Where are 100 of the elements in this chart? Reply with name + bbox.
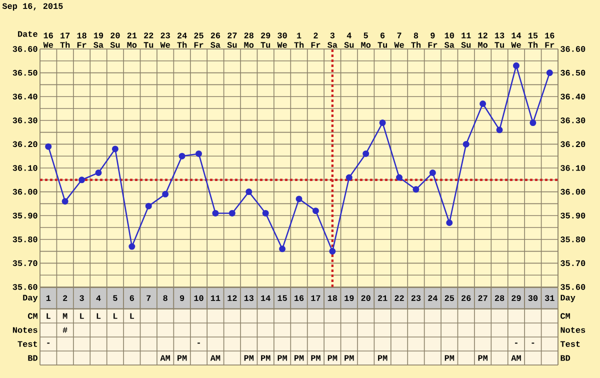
chart-title: Sep 16, 2015 [2,3,63,11]
x-tick-label: 4 Su [344,32,354,48]
x-tick-label: 16 Fr [545,32,554,48]
y-tick-label: CM [560,313,570,319]
point [512,62,520,69]
point [312,208,319,214]
x-tick-label: 24 Th [177,32,187,48]
y-tick-label: 36.40 [12,94,38,100]
point [496,126,503,134]
y-tick-label: 35.90 [12,212,38,218]
x-tick-label: 20 [361,295,370,301]
x-tick-label: 2 Fr [311,32,320,48]
x-axis-title: Date [18,31,38,37]
x-tick-label: 23 We [160,32,170,48]
x-tick-label: 25 Fr [194,32,204,48]
x-tick-label: 10 [194,295,204,301]
x-tick-label: 20 Su [110,32,120,48]
x-tick-label: 16 We [43,32,54,48]
x-tick-label: 10 Sa [444,32,454,48]
text: PM [294,355,304,361]
x-tick-label: 30 [528,295,538,301]
point [95,170,102,176]
x-tick-label: 12 [228,295,237,301]
x-tick-label: 30 We [277,32,287,48]
point [212,210,219,216]
text: - [198,342,200,344]
text: L [80,313,84,319]
text: - [515,342,518,344]
x-tick-label: 13 [244,295,254,301]
x-tick-label: 14 [261,295,270,301]
point [530,120,536,126]
text: PM [261,355,270,361]
text: PM [278,355,287,361]
y-tick-label: BD [560,355,570,361]
y-tick-label: 35.80 [12,236,38,242]
y-tick-label: 35.60 [12,284,38,290]
text: PM [244,355,254,361]
x-tick-label: 27 [478,295,488,301]
x-tick-label: 9 [180,295,184,301]
x-tick-label: 15 [278,295,287,301]
text: PM [378,355,388,361]
text: L [114,313,118,319]
x-tick-label: 28 [494,295,504,301]
text: - [47,342,50,344]
y-tick-label: Notes [560,327,586,333]
x-tick-label: 2 [63,295,68,301]
text: PM [344,355,354,361]
point [228,210,236,216]
x-tick-label: 3 Sa [328,32,338,48]
text: - [532,342,534,344]
point [78,176,86,184]
y-tick-label: 36.10 [12,165,38,171]
x-tick-label: 27 Su [227,32,237,48]
point [279,246,286,252]
x-tick-label: 16 [294,295,304,301]
x-tick-label: 6 [130,295,134,301]
text: L [46,313,50,319]
x-tick-label: 22 Tu [144,32,154,48]
x-tick-label: 29 [512,295,521,301]
point [162,190,169,198]
x-tick-label: 23 [411,295,421,301]
y-tick-label: 35.70 [12,260,38,266]
point [178,152,186,160]
x-tick-label: 11 [210,295,220,301]
x-tick-label: 11 Su [461,32,471,48]
x-tick-label: 13 Tu [494,32,504,48]
point [546,70,553,76]
point [429,170,436,176]
x-tick-label: 19 [344,295,354,301]
y-tick-label: 36.00 [12,188,38,195]
point [262,210,269,216]
text: Day [560,294,576,302]
x-tick-label: 3 [80,295,84,301]
text: L [96,313,101,319]
x-tick-label: 15 Th [528,32,538,48]
x-tick-label: 5 Mo [361,32,371,48]
x-tick-label: 8 Th [411,32,421,48]
x-tick-label: 1 Th [294,32,304,48]
x-tick-label: 22 [394,295,404,301]
x-tick-label: 1 [46,295,51,301]
x-tick-label: 8 [163,295,168,301]
point [112,146,118,152]
y-tick-label: 36.50 [12,70,38,76]
y-tick-label: 36.60 [12,46,38,52]
x-tick-label: 31 [544,295,554,301]
x-tick-label: 9 Fr [428,32,438,48]
x-tick-label: 12 Mo [478,32,488,48]
x-tick-label: 18 [328,295,338,301]
text: PM [311,355,320,361]
text: # [62,327,68,333]
text: M [62,313,68,319]
x-tick-label: 6 Tu [378,32,388,48]
text: AM [210,355,220,361]
point [362,150,370,157]
y-tick-label: 36.30 [12,118,38,124]
y-tick-label: Test [560,341,580,347]
x-tick-label: 21 Mo [127,32,137,48]
point [296,196,302,202]
x-axis-title: Day [23,294,38,302]
x-tick-label: 14 We [511,32,522,48]
